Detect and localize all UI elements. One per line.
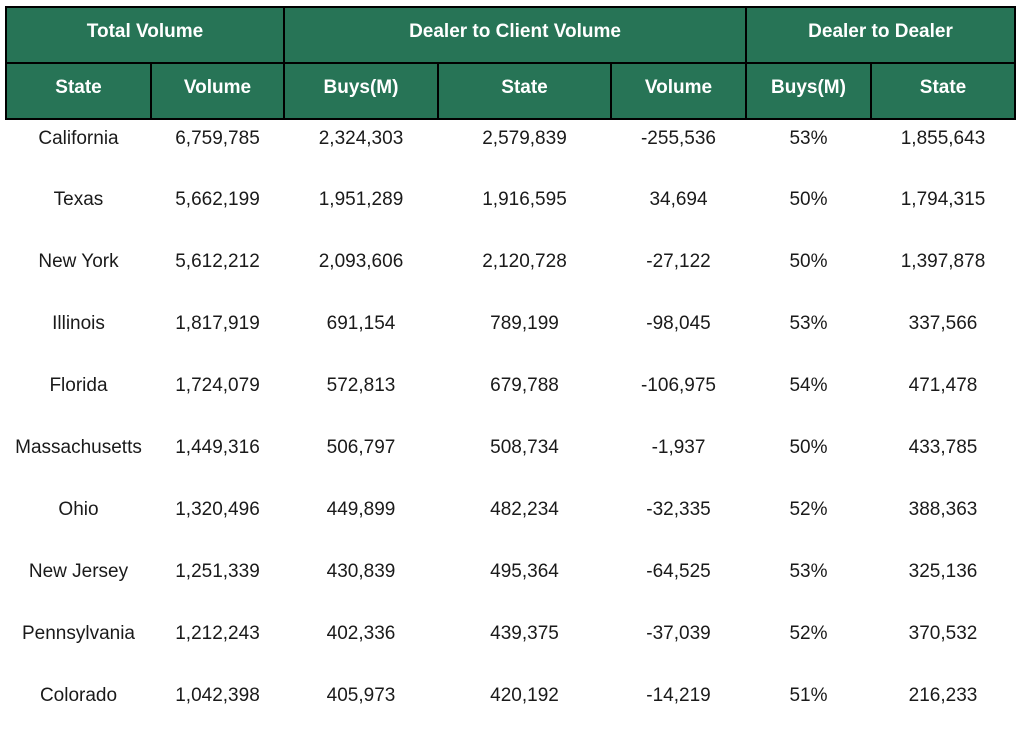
column-header: Volume	[150, 62, 285, 120]
row-state-cell: Texas	[53, 189, 104, 210]
table-cell: 6,759,785	[175, 128, 260, 149]
table-cell: 5,612,212	[175, 251, 260, 272]
table-header: Total Volume Dealer to Client Volume Dea…	[5, 6, 1016, 120]
table-cell: 388,363	[908, 499, 978, 520]
table-cell: 50%	[789, 437, 828, 458]
table-cell: -14,219	[646, 685, 711, 706]
table-cell: 691,154	[326, 313, 396, 334]
table-row: Illinois 1,817,919 691,154 789,199 -98,045 53…	[6, 305, 1015, 367]
table-cell: 495,364	[490, 561, 559, 582]
table-cell: 1,855,643	[900, 128, 986, 149]
table-cell: 508,734	[490, 437, 559, 458]
table-cell: 405,973	[326, 685, 396, 706]
table-cell: 402,336	[326, 623, 396, 644]
table-cell: 1,916,595	[482, 189, 567, 210]
row-state-cell: Ohio	[58, 499, 99, 520]
table-cell: 370,532	[908, 623, 978, 644]
table-cell: -255,536	[640, 128, 716, 149]
table-cell: 52%	[789, 623, 828, 644]
table-body: California 6,759,785 2,324,303 2,579,839 -25…	[6, 119, 1015, 739]
table-cell: 2,324,303	[318, 128, 404, 149]
state-volume-table-container: Total Volume Dealer to Client Volume Dea…	[5, 6, 1016, 739]
table-row: New York 5,612,212 2,093,606 2,120,728 -27,1…	[6, 243, 1015, 305]
row-state-cell: New York	[38, 251, 119, 272]
table-cell: 449,899	[326, 499, 396, 520]
row-state-cell: Florida	[49, 375, 108, 396]
table-cell: 1,212,243	[175, 623, 260, 644]
table-cell: 482,234	[490, 499, 559, 520]
table-cell: 1,951,289	[318, 189, 404, 210]
table-cell: 506,797	[326, 437, 396, 458]
table-cell: 471,478	[908, 375, 978, 396]
table-cell: 34,694	[649, 189, 708, 210]
table-cell: 1,397,878	[900, 251, 986, 272]
table-cell: 572,813	[326, 375, 396, 396]
column-header: State	[437, 62, 612, 120]
table-cell: 53%	[789, 561, 828, 582]
column-header: State	[5, 62, 152, 120]
table-row: Texas 5,662,199 1,951,289 1,916,595 34,694 50…	[6, 181, 1015, 243]
table-row: New Jersey 1,251,339 430,839 495,364 -64,525…	[6, 553, 1015, 615]
row-state-cell: California	[38, 128, 119, 149]
column-header: Buys(M)	[745, 62, 872, 120]
row-state-cell: New Jersey	[28, 561, 129, 582]
row-state-cell: Colorado	[39, 685, 118, 706]
table-row: Colorado 1,042,398 405,973 420,192 -14,219 51…	[6, 677, 1015, 739]
table-cell: 337,566	[908, 313, 978, 334]
table-row: California 6,759,785 2,324,303 2,579,839 -25…	[6, 119, 1015, 181]
table-cell: 5,662,199	[175, 189, 260, 210]
table-cell: -37,039	[646, 623, 711, 644]
table-cell: 789,199	[490, 313, 559, 334]
table-cell: 1,320,496	[175, 499, 260, 520]
table-cell: 325,136	[908, 561, 978, 582]
table-cell: 1,724,079	[175, 375, 260, 396]
table-cell: 53%	[789, 313, 828, 334]
table-cell: 52%	[789, 499, 828, 520]
group-header-dealer-to-client: Dealer to Client Volume	[283, 6, 747, 64]
table-cell: -98,045	[646, 313, 711, 334]
table-cell: -64,525	[646, 561, 711, 582]
table-cell: 1,042,398	[175, 685, 260, 706]
table-row: Massachusetts 1,449,316 506,797 508,734 -1,9…	[6, 429, 1015, 491]
table-cell: 1,449,316	[175, 437, 260, 458]
table-row: Ohio 1,320,496 449,899 482,234 -32,335 52% 388…	[6, 491, 1015, 553]
table-cell: 433,785	[908, 437, 978, 458]
column-header: Volume	[610, 62, 747, 120]
column-header: Buys(M)	[283, 62, 439, 120]
table-cell: 1,794,315	[900, 189, 986, 210]
column-header-row: State Volume Buys(M) State Volume Buys(M…	[5, 62, 1016, 120]
table-cell: 51%	[789, 685, 828, 706]
row-state-cell: Massachusetts	[15, 437, 142, 458]
table-cell: -1,937	[651, 437, 706, 458]
table-cell: 679,788	[490, 375, 559, 396]
group-header-row: Total Volume Dealer to Client Volume Dea…	[5, 6, 1016, 64]
state-volume-table: Total Volume Dealer to Client Volume Dea…	[5, 6, 1016, 739]
table-cell: -106,975	[640, 375, 716, 396]
column-header: State	[870, 62, 1016, 120]
group-header-total-volume: Total Volume	[5, 6, 285, 64]
table-row: Florida 1,724,079 572,813 679,788 -106,975 54…	[6, 367, 1015, 429]
row-state-cell: Pennsylvania	[21, 623, 136, 644]
table-cell: 430,839	[326, 561, 396, 582]
table-cell: 1,817,919	[175, 313, 260, 334]
table-cell: 439,375	[490, 623, 559, 644]
row-state-cell: Illinois	[52, 313, 105, 334]
table-cell: 53%	[789, 128, 828, 149]
table-row: Pennsylvania 1,212,243 402,336 439,375 -37,0…	[6, 615, 1015, 677]
table-cell: 50%	[789, 251, 828, 272]
table-cell: 1,251,339	[175, 561, 260, 582]
table-cell: 2,093,606	[318, 251, 404, 272]
table-cell: -32,335	[646, 499, 711, 520]
table-cell: 420,192	[490, 685, 559, 706]
table-cell: 54%	[789, 375, 828, 396]
table-cell: 2,120,728	[482, 251, 567, 272]
table-cell: 216,233	[908, 685, 978, 706]
group-header-dealer-to-dealer: Dealer to Dealer	[745, 6, 1016, 64]
table-cell: 2,579,839	[482, 128, 567, 149]
table-cell: 50%	[789, 189, 828, 210]
table-cell: -27,122	[646, 251, 711, 272]
